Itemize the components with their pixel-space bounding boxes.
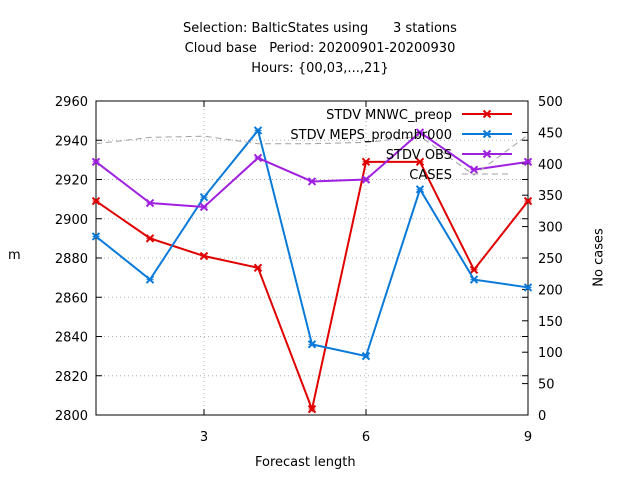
legend-label-2: STDV OBS xyxy=(386,148,452,163)
legend-label-3: CASES xyxy=(409,168,452,183)
y-tick-label: 2800 xyxy=(55,409,88,424)
x-axis-label: Forecast length xyxy=(255,455,356,470)
chart-title-line-1: Selection: BalticStates using 3 stations xyxy=(183,21,457,36)
legend-label-1: STDV MEPS_prodmbr000 xyxy=(290,128,452,143)
series-line-1 xyxy=(95,128,529,358)
y2-tick-label: 250 xyxy=(538,252,563,267)
y2-tick-label: 300 xyxy=(538,221,563,236)
y-tick-label: 2940 xyxy=(55,134,88,149)
y-tick-label: 2960 xyxy=(55,95,88,110)
y-tick-label: 2920 xyxy=(55,174,88,189)
y2-tick-label: 500 xyxy=(538,95,563,110)
y-tick-label: 2880 xyxy=(55,252,88,267)
y2-tick-label: 150 xyxy=(538,315,563,330)
x-tick-label: 9 xyxy=(524,430,532,445)
y2-tick-label: 350 xyxy=(538,189,563,204)
x-tick-label: 3 xyxy=(200,430,208,445)
chart-title-line-3: Hours: {00,03,...,21} xyxy=(251,61,389,76)
y-tick-label: 2860 xyxy=(55,291,88,306)
y-tick-label: 2900 xyxy=(55,213,88,228)
chart-title-line-2: Cloud base Period: 20200901-20200930 xyxy=(184,41,456,56)
y2-tick-label: 450 xyxy=(538,126,563,141)
series-line-2 xyxy=(95,131,529,209)
y-axis-label: m xyxy=(8,248,21,263)
series-line-0 xyxy=(95,160,529,413)
y-tick-label: 2840 xyxy=(55,331,88,346)
legend-label-0: STDV MNWC_preop xyxy=(326,108,452,123)
x-tick-label: 6 xyxy=(362,430,370,445)
series-line-3 xyxy=(95,134,529,176)
y2-tick-label: 50 xyxy=(538,378,555,393)
y2-tick-label: 0 xyxy=(538,409,546,424)
y2-tick-label: 200 xyxy=(538,283,563,298)
y-tick-label: 2820 xyxy=(55,370,88,385)
y2-tick-label: 400 xyxy=(538,158,563,173)
y2-tick-label: 100 xyxy=(538,346,563,361)
